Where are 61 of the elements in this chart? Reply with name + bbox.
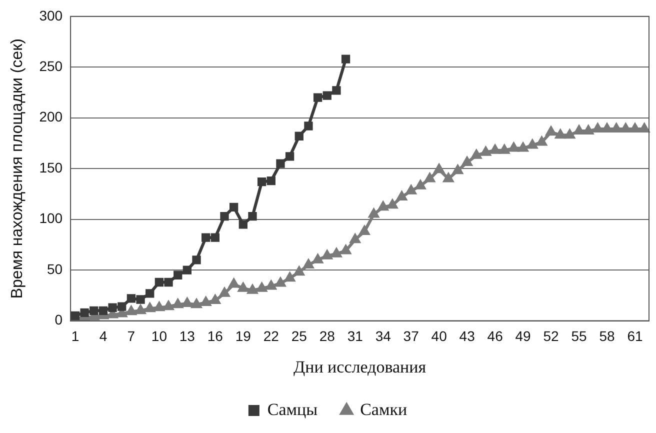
x-tick-label: 1: [71, 328, 80, 344]
x-tick-label: 25: [291, 328, 308, 344]
point: [98, 306, 108, 315]
y-tick-label: 200: [39, 108, 63, 125]
point: [174, 270, 182, 280]
y-tick-label: 300: [39, 7, 63, 24]
legend-label: Самцы: [267, 400, 318, 419]
x-tick-label: 52: [543, 328, 560, 344]
x-tick-label: 43: [459, 328, 476, 344]
point: [230, 202, 238, 212]
point: [210, 233, 220, 242]
x-tick-label: 46: [487, 328, 504, 344]
x-tick-label: 49: [515, 328, 532, 344]
x-tick-label: 40: [431, 328, 448, 344]
point: [164, 278, 173, 287]
point: [90, 306, 98, 315]
point: [220, 212, 229, 221]
y-tick-label: 250: [39, 58, 63, 74]
point: [304, 122, 313, 130]
x-tick-label: 7: [127, 328, 136, 344]
point: [126, 294, 136, 303]
point: [202, 233, 210, 242]
point: [294, 132, 304, 140]
x-tick-label: 10: [151, 328, 168, 344]
x-tick-label: 4: [99, 328, 108, 344]
legend-label: Самки: [360, 400, 408, 419]
x-tick-label: 37: [403, 328, 420, 344]
x-tick-label: 55: [571, 328, 588, 344]
x-tick-label: 16: [207, 328, 224, 344]
point: [192, 256, 201, 264]
point: [80, 308, 89, 318]
y-tick-label: 50: [46, 260, 63, 277]
point: [276, 159, 285, 168]
y-axis-title: Время нахождения площадки (сек): [9, 38, 26, 299]
x-tick-label: 34: [375, 328, 392, 344]
point: [238, 220, 248, 229]
point: [322, 91, 332, 100]
point: [146, 289, 154, 298]
x-tick-label: 28: [319, 328, 336, 344]
point: [285, 152, 294, 161]
y-tick-label: 150: [39, 159, 63, 176]
point: [136, 295, 145, 304]
point: [257, 177, 266, 186]
point: [341, 54, 350, 64]
point: [332, 86, 341, 95]
point: [118, 302, 126, 311]
point: [248, 212, 257, 221]
y-tick-label: 100: [39, 210, 63, 226]
x-axis-title: Дни исследования: [294, 357, 426, 376]
point: [313, 93, 322, 102]
x-tick-label: 58: [599, 328, 616, 344]
y-tick-label: 0: [54, 312, 63, 328]
x-tick-label: 31: [347, 328, 364, 344]
x-tick-label: 61: [627, 328, 644, 344]
x-tick-label: 19: [235, 328, 252, 344]
point: [266, 176, 276, 186]
x-tick-label: 22: [263, 328, 280, 344]
point: [108, 303, 117, 312]
point: [182, 266, 192, 274]
point: [154, 278, 164, 287]
x-tick-label: 13: [179, 328, 196, 344]
